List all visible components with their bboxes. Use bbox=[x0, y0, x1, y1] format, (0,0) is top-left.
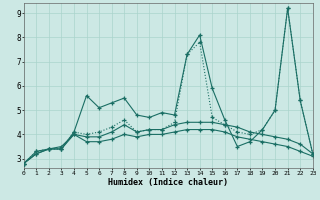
X-axis label: Humidex (Indice chaleur): Humidex (Indice chaleur) bbox=[108, 178, 228, 187]
